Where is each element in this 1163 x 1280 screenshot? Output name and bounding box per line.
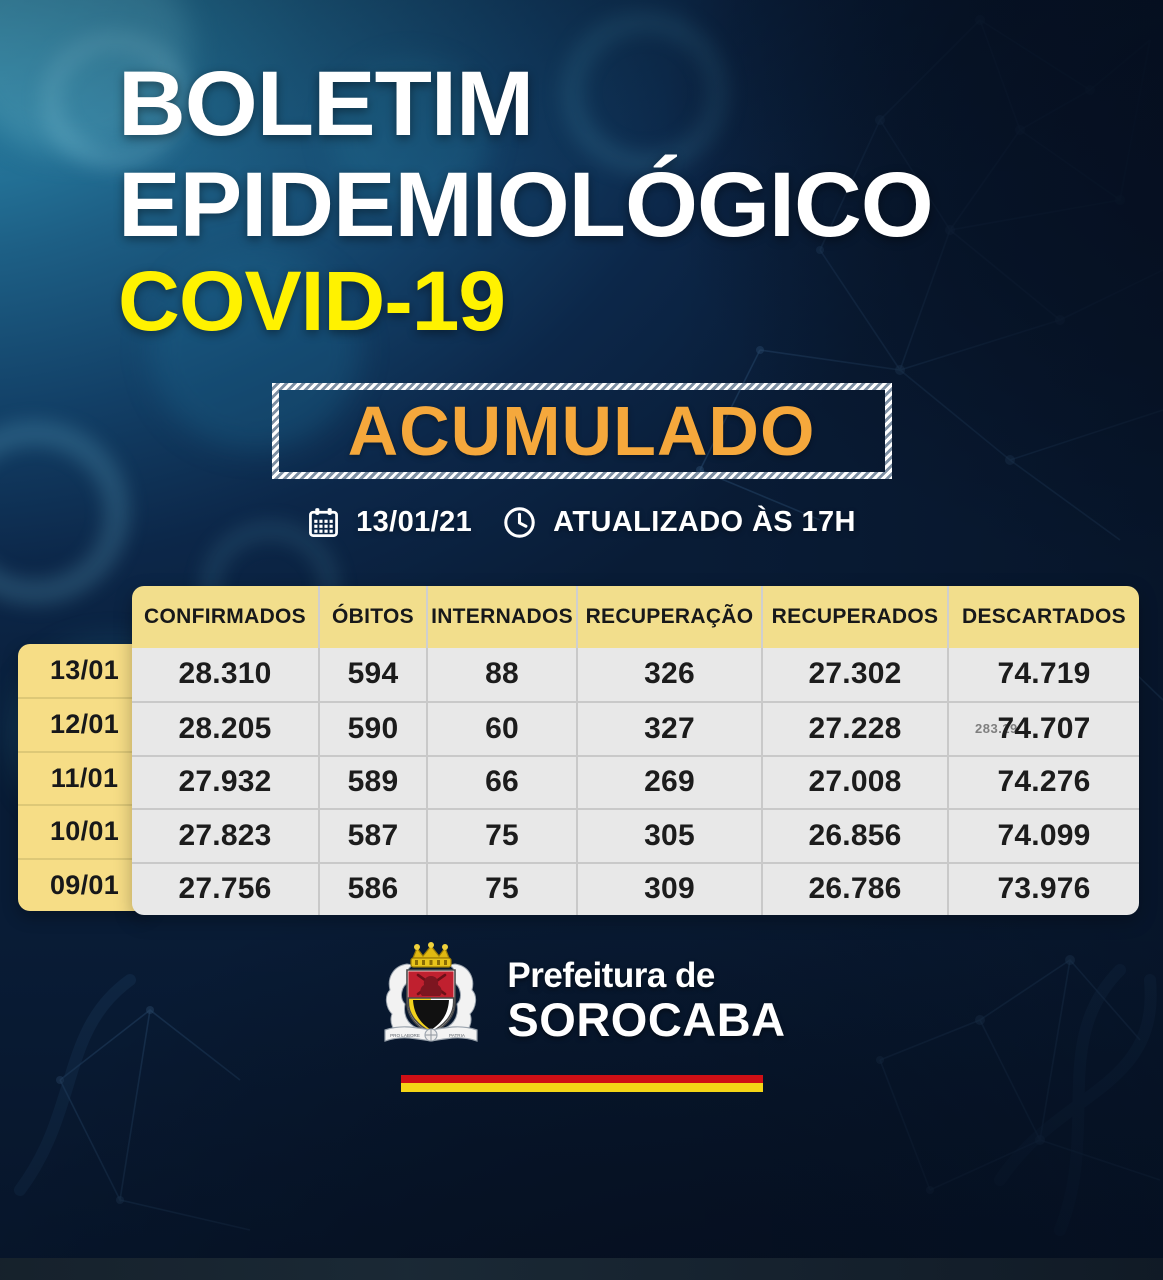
- cell-internados: 88: [428, 647, 578, 702]
- cell-confirmados: 28.310: [132, 647, 320, 702]
- cell-confirmados: 27.823: [132, 810, 320, 862]
- brand-line-1: Prefeitura de: [507, 955, 715, 995]
- table-date-column: 13/01 12/01 11/01 10/01 09/01: [18, 643, 151, 912]
- table-row: 28.205 590 60 327 27.228 74.707: [132, 701, 1139, 755]
- title-line-3: COVID-19: [118, 254, 506, 349]
- cell-recuperados: 27.228: [763, 703, 949, 755]
- updated-time: ATUALIZADO ÀS 17H: [553, 505, 856, 538]
- column-header-obitos: ÓBITOS: [320, 585, 428, 648]
- cell-confirmados: 27.756: [132, 863, 320, 916]
- table-row-date: 13/01: [49, 654, 120, 685]
- cell-recuperacao: 309: [578, 863, 763, 916]
- cell-obitos: 587: [320, 810, 428, 862]
- red-yellow-bar: [400, 1074, 763, 1097]
- bottom-strip: [0, 1258, 1163, 1280]
- column-header-confirmados: CONFIRMADOS: [132, 585, 320, 648]
- cell-descartados: 74.719: [997, 657, 1091, 691]
- cell-descartados: 73.976: [997, 872, 1091, 906]
- column-header-internados: INTERNADOS: [428, 585, 578, 648]
- brand-line-2: SOROCABA: [507, 992, 786, 1046]
- table-row-date: 09/01: [18, 857, 151, 912]
- cell-recuperacao: 327: [578, 703, 763, 755]
- clock-icon: [502, 505, 537, 540]
- table-header-row: CONFIRMADOS ÓBITOS INTERNADOS RECUPERAÇÃ…: [132, 585, 1139, 648]
- cell-confirmados: 28.205: [132, 703, 320, 755]
- cell-recuperados: 26.786: [763, 863, 949, 916]
- table-row: 27.932 589 66 269 27.008 74.276: [132, 754, 1139, 809]
- cell-confirmados: 27.932: [132, 756, 320, 809]
- cell-recuperados: 27.302: [763, 647, 949, 702]
- cell-descartados: 74.276: [997, 765, 1091, 799]
- svg-text:PATRIA: PATRIA: [449, 1033, 466, 1038]
- cell-obitos: 586: [320, 863, 428, 916]
- column-header-recuperados: RECUPERADOS: [763, 585, 949, 648]
- cell-internados: 60: [428, 703, 578, 755]
- table-row-date: 12/01: [18, 697, 151, 751]
- sorocaba-coat-of-arms-icon: PRO LABORE PATRIA: [377, 941, 485, 1059]
- bulletin-date: 13/01/21: [356, 505, 473, 538]
- cell-internados: 75: [428, 863, 578, 916]
- status-badge: ACUMULADO: [272, 383, 892, 479]
- bulletin-meta: 13/01/21 ATUALIZADO ÀS 17H: [0, 505, 1163, 540]
- column-header-recuperacao: RECUPERAÇÃO: [578, 585, 763, 648]
- cell-obitos: 594: [320, 647, 428, 702]
- svg-text:PRO LABORE: PRO LABORE: [390, 1033, 420, 1038]
- table-row-date: 10/01: [18, 804, 151, 858]
- table-row: 27.823 587 75 305 26.856 74.099: [132, 808, 1139, 862]
- title-line-1: BOLETIM: [118, 53, 534, 155]
- cell-recuperacao: 269: [578, 756, 763, 809]
- cell-descartados: 74.707: [997, 711, 1091, 745]
- cell-obitos: 590: [320, 703, 428, 755]
- calendar-icon: [307, 506, 340, 539]
- data-table: 13/01 12/01 11/01 10/01 09/01 CONFIRMADO…: [0, 585, 1163, 916]
- cell-internados: 75: [428, 810, 578, 862]
- footer: PRO LABORE PATRIA Prefeitura de SOROCABA: [0, 941, 1163, 1097]
- column-header-descartados: DESCARTADOS: [962, 604, 1126, 628]
- cell-internados: 66: [428, 756, 578, 809]
- badge-label: ACUMULADO: [347, 391, 816, 470]
- cell-obitos: 589: [320, 756, 428, 809]
- brand-text: Prefeitura de SOROCABA: [507, 958, 785, 1043]
- page-title: BOLETIM EPIDEMIOLÓGICO COVID-19: [0, 0, 1163, 349]
- cell-recuperacao: 305: [578, 810, 763, 862]
- cell-descartados: 74.099: [997, 818, 1091, 852]
- cell-recuperados: 27.008: [763, 756, 949, 809]
- table-row: 28.310 594 88 326 27.302 74.719: [132, 647, 1139, 702]
- cell-recuperados: 26.856: [763, 810, 949, 862]
- cell-recuperacao: 326: [578, 647, 763, 702]
- title-line-2: EPIDEMIOLÓGICO: [118, 153, 934, 256]
- table-row-date: 11/01: [18, 750, 151, 805]
- table-row: 27.756 586 75 309 26.786 73.976: [132, 861, 1139, 916]
